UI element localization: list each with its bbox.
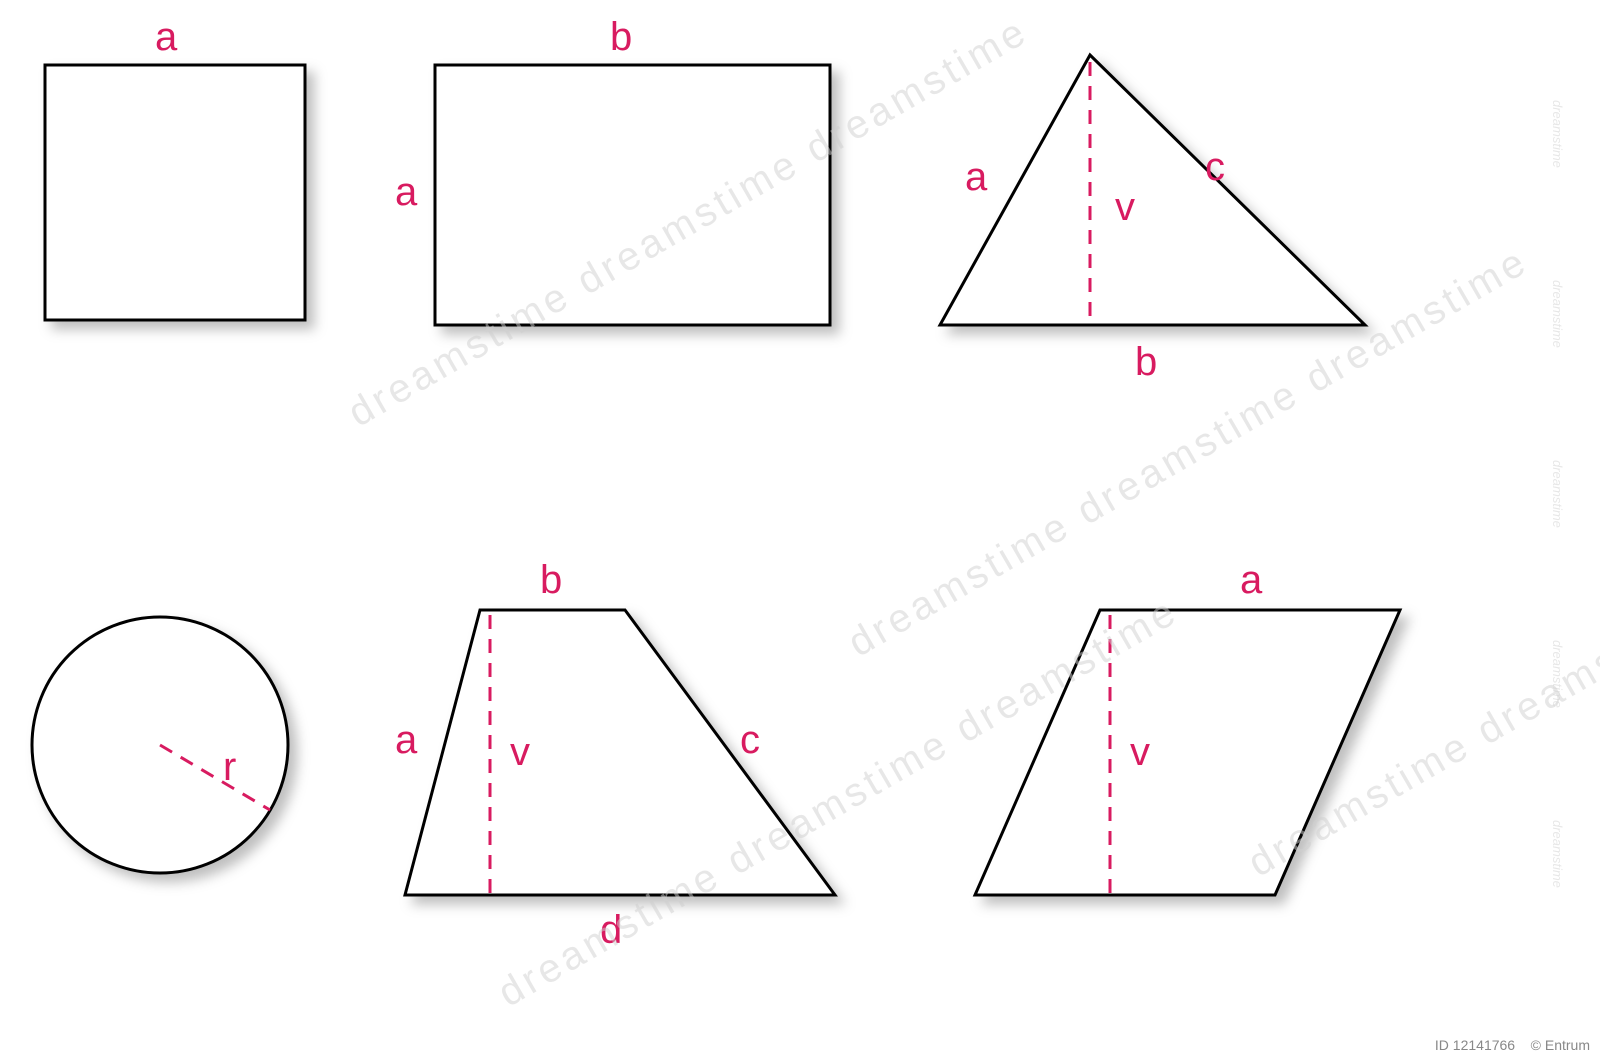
watermark-side: dreamstime [1550,640,1565,708]
image-footer: ID 12141766 © Entrum [1435,1037,1590,1053]
trapezoid-label-b: b [540,558,562,603]
trapezoid-label-a: a [395,718,417,763]
triangle-shape [940,55,1365,325]
trapezoid-label-v: v [510,730,530,775]
triangle-label-a: a [965,155,987,200]
image-id: ID 12141766 [1435,1037,1515,1053]
watermark-side: dreamstime [1550,100,1565,168]
rectangle-label-b: b [610,15,632,60]
rectangle-label-a: a [395,170,417,215]
trapezoid-label-c: c [740,718,760,763]
square-label-a: a [155,15,177,60]
watermark-side: dreamstime [1550,280,1565,348]
diagram-canvas: abaacvbrbacvdav dreamstime dreamstime dr… [0,0,1600,1061]
watermark-side: dreamstime [1550,820,1565,888]
parallelogram-label-a: a [1240,558,1262,603]
triangle-label-c: c [1205,145,1225,190]
square-shape [45,65,305,320]
circle-label-r: r [223,745,236,790]
image-author: © Entrum [1531,1037,1590,1053]
triangle-label-b: b [1135,340,1157,385]
watermark-side: dreamstime [1550,460,1565,528]
triangle-label-v: v [1115,185,1135,230]
parallelogram-label-v: v [1130,730,1150,775]
parallelogram-shape [975,610,1400,895]
